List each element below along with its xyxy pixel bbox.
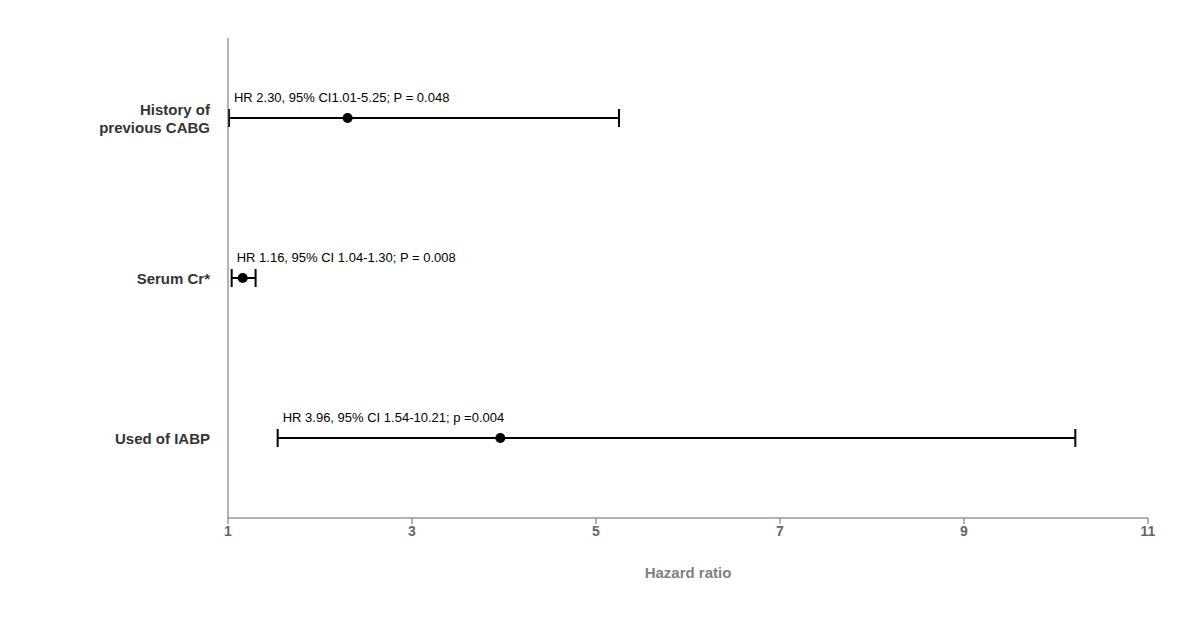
svg-text:3: 3 — [408, 523, 416, 539]
svg-text:HR 3.96, 95% CI 1.54-10.21; p: HR 3.96, 95% CI 1.54-10.21; p =0.004 — [283, 410, 505, 425]
svg-text:Hazard ratio: Hazard ratio — [645, 564, 732, 581]
svg-text:11: 11 — [1141, 523, 1156, 539]
svg-text:History ofprevious CABG: History ofprevious CABG — [99, 101, 211, 136]
svg-text:HR 1.16, 95% CI 1.04-1.30; P =: HR 1.16, 95% CI 1.04-1.30; P = 0.008 — [237, 250, 456, 265]
svg-text:9: 9 — [960, 523, 968, 539]
svg-text:HR 2.30, 95% CI1.01-5.25; P =: HR 2.30, 95% CI1.01-5.25; P = 0.048 — [234, 90, 449, 105]
svg-text:5: 5 — [592, 523, 600, 539]
svg-text:Serum Cr*: Serum Cr* — [137, 270, 211, 287]
svg-text:Used of IABP: Used of IABP — [115, 430, 210, 447]
svg-text:7: 7 — [776, 523, 784, 539]
svg-text:1: 1 — [224, 523, 232, 539]
